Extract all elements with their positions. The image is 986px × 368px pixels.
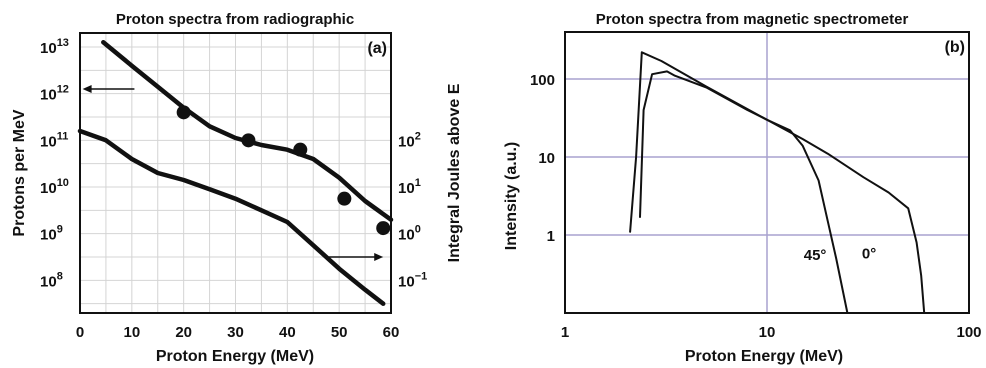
panel-a-y2-tick-label: 100 [398,224,421,244]
panel-a-arrow-1-head [82,85,92,93]
panel-a-y-ticks: 108 109 1010 1011 1012 1013 [40,37,69,290]
panel-b-lines [629,51,926,314]
panel-a-label: (a) [367,40,387,57]
panel-a-data-point [293,142,308,157]
panel-a-y-tick-label: 1010 [40,177,69,197]
panel-a-y-tick-label: 1013 [40,37,69,57]
panel-b-label: (b) [945,39,965,56]
panel-a-arrows [82,85,384,261]
panel-b-grid [565,32,969,313]
panel-b-y-tick-label: 1 [547,228,555,245]
panel-a-y-tick-label: 1011 [40,130,68,150]
panel-a-x-tick-label: 30 [227,324,244,341]
panel-a-arrow-2-head [374,253,384,261]
panel-a-frame [79,32,392,314]
panel-a-x-axis-label: Proton Energy (MeV) [156,348,314,365]
panel-a-x-tick-label: 50 [331,324,348,341]
panel-b-x-axis-label: Proton Energy (MeV) [685,348,843,365]
panel-b-annotations: 45° 0° [804,245,876,263]
panel-b-y-tick-label: 10 [538,150,555,167]
panel-b-curve-label: 45° [804,247,827,264]
panel-a-y2-tick-label: 101 [398,177,421,197]
panel-a-y2-tick-label: 10−1 [398,270,427,290]
panel-b-y-axis-label: Intensity (a.u.) [503,142,520,250]
panel-b: Proton spectra from magnetic spectromete… [503,11,982,365]
panel-a-markers [176,105,391,236]
panel-b-x-tick-label: 100 [956,324,981,341]
panel-a-y-tick-label: 108 [40,270,63,290]
panel-b-series-line-45deg [639,70,849,314]
panel-a-y-tick-label: 1012 [40,84,69,104]
panel-b-x-tick-label: 10 [759,324,776,341]
panel-b-x-tick-label: 1 [561,324,569,341]
panel-a-data-point [337,191,352,206]
panel-a-x-tick-label: 0 [76,324,84,341]
panel-a-x-tick-label: 10 [123,324,140,341]
panel-a-data-point [176,105,191,120]
panel-b-title: Proton spectra from magnetic spectromete… [596,11,909,28]
panel-b-series-line-0deg [629,51,926,314]
panel-a-y2-axis-label: Integral Joules above E [446,83,463,262]
panel-a-y-axis-label: Protons per MeV [11,109,28,236]
panel-a-y2-ticks: 10−1 100 101 102 [398,130,427,290]
panel-a-series-2-line [77,128,386,306]
panel-a-x-tick-label: 20 [175,324,192,341]
panel-a-title: Proton spectra from radiographic [116,11,354,28]
panel-a-y-tick-label: 109 [40,224,63,244]
panel-a-y2-tick-label: 102 [398,130,421,150]
panel-a-data-point [376,221,391,236]
panel-b-frame [564,31,970,314]
panel-a-x-ticks: 0 10 20 30 40 50 60 [76,324,400,341]
panel-b-curve-label: 0° [862,245,876,262]
panel-b-x-ticks: 1 10 100 [561,324,982,341]
panel-b-y-ticks: 1 10 100 [530,72,555,245]
panel-a-x-tick-label: 40 [279,324,296,341]
panel-b-y-tick-label: 100 [530,72,555,89]
panel-a-x-tick-label: 60 [383,324,400,341]
panel-a: Proton spectra from radiographic (a) 0 10… [11,11,463,365]
panel-a-data-point [241,133,256,148]
